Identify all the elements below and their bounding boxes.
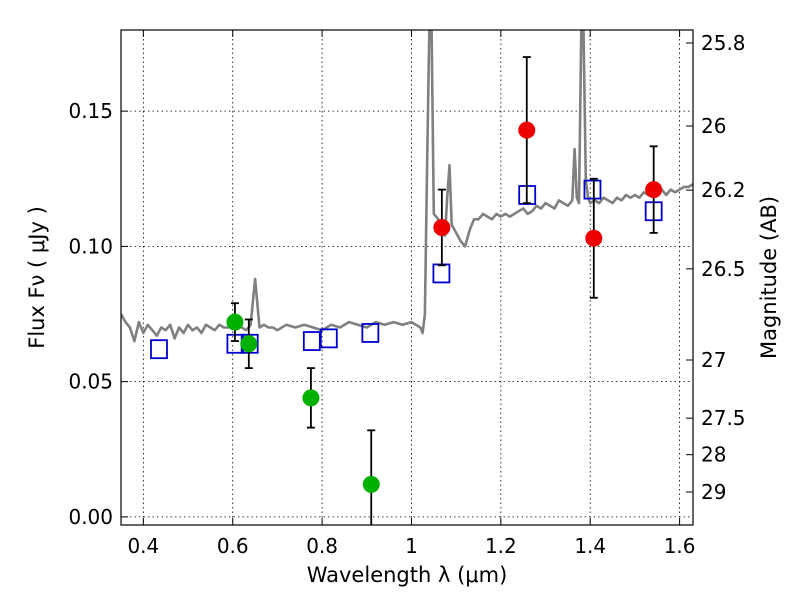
spectrum-line	[121, 30, 693, 343]
model-square	[583, 179, 602, 200]
model-square	[361, 323, 380, 343]
right-tick-label: 26.2	[701, 178, 746, 202]
model-square	[432, 263, 451, 284]
model-square	[319, 328, 338, 349]
right-tick-label: 26.5	[701, 257, 746, 281]
data-point	[518, 121, 536, 139]
right-tick-label: 27.5	[701, 406, 746, 430]
y-tick-label: 0.15	[68, 99, 113, 123]
x-tick-label: 1	[405, 534, 418, 558]
data-point	[645, 181, 663, 199]
right-tick-label: 28	[701, 443, 726, 467]
axis-ticks: 0.4 0.6 0.8 1 1.2 1.4 1.6 0.00 0.05 0.10 0.15 25.8 2…	[68, 30, 746, 558]
right-tick-label: 27	[701, 348, 726, 372]
x-tick-label: 1.6	[664, 534, 696, 558]
model-photometry-squares	[150, 179, 663, 360]
right-axis-title: Magnitude (AB)	[757, 196, 781, 359]
right-tick-label: 25.8	[701, 31, 746, 55]
model-square	[150, 339, 168, 360]
y-tick-label: 0.00	[68, 505, 113, 529]
x-tick-label: 1.4	[574, 534, 606, 558]
x-tick-label: 0.4	[127, 534, 159, 558]
y-axis-title: Flux Fν ( μJy )	[25, 206, 49, 349]
model-square	[302, 331, 321, 351]
right-tick-label: 26	[701, 114, 726, 138]
right-tick-label: 29	[701, 480, 726, 504]
x-axis-title: Wavelength λ (μm)	[307, 563, 508, 587]
x-tick-label: 0.8	[306, 534, 338, 558]
grid-lines	[121, 30, 693, 525]
x-tick-label: 0.6	[217, 534, 249, 558]
y-tick-label: 0.05	[68, 370, 113, 394]
data-point	[240, 335, 258, 353]
data-point	[585, 229, 603, 247]
error-bars	[230, 56, 658, 525]
plot-frame	[120, 29, 694, 526]
data-point	[433, 218, 451, 236]
y-tick-label: 0.10	[68, 234, 113, 258]
observed-points	[226, 121, 663, 493]
data-point	[362, 475, 380, 493]
model-spectrum	[121, 30, 693, 343]
data-point	[226, 313, 244, 331]
x-tick-label: 1.2	[485, 534, 517, 558]
data-point	[302, 389, 320, 407]
